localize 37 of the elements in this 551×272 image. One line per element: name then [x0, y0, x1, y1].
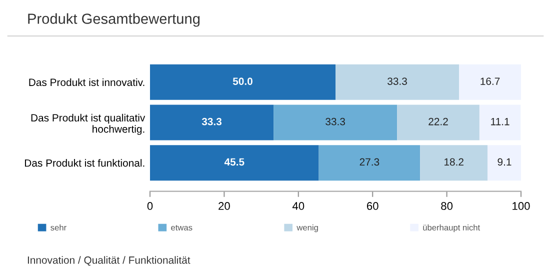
data-label: 33.3	[388, 78, 407, 85]
bar	[459, 64, 521, 100]
text: Innovation / Qualität / Funktionalität	[28, 256, 190, 266]
x-tick-label: 0	[147, 202, 153, 210]
x-tick-label: 100	[512, 202, 530, 210]
data-label: 18.2	[444, 158, 464, 166]
data-label: 50.0	[232, 78, 252, 85]
legend-label: etwas	[171, 225, 192, 231]
data-label: 27.3	[360, 158, 380, 166]
legend-label: überhaupt nicht	[423, 224, 480, 232]
bar	[150, 104, 274, 140]
legend-label: wenig	[296, 224, 318, 232]
data-label: 16.7	[480, 78, 500, 85]
data-label: 45.5	[224, 158, 244, 166]
y-tick-label: Das Produkt ist qualitativ hochwertig.	[31, 114, 146, 135]
bar	[488, 145, 521, 181]
data-label: 22.2	[428, 118, 448, 126]
bar	[420, 145, 488, 181]
bar	[150, 145, 319, 181]
bar	[479, 104, 521, 140]
data-label: 9.1	[498, 158, 512, 166]
bar	[274, 104, 398, 140]
chart-title: Produkt Gesamtbewertung	[28, 13, 200, 27]
data-label: 33.3	[202, 118, 222, 126]
x-tick-label: 20	[218, 202, 230, 210]
y-tick-label: Das Produkt ist innovativ.	[29, 78, 144, 86]
bar	[318, 145, 420, 181]
data-label: 11.1	[491, 118, 510, 126]
bar	[150, 64, 336, 100]
data-label: 33.3	[326, 118, 345, 126]
bar	[397, 104, 480, 140]
bar	[336, 64, 460, 100]
x-tick-label: 80	[441, 202, 453, 210]
y-tick-label: Das Produkt ist funktional.	[24, 159, 144, 167]
legend-label: sehr	[50, 224, 66, 231]
x-tick-label: 40	[292, 202, 304, 210]
x-tick-label: 60	[366, 202, 378, 210]
